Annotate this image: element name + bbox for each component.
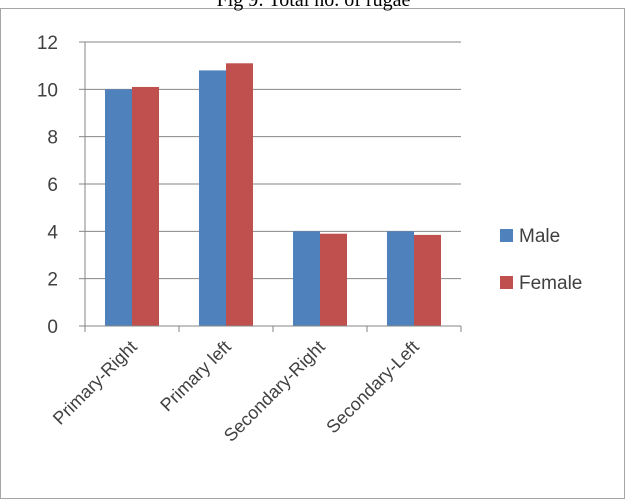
chart-title: Fig 9: Total no. of rugae: [216, 0, 411, 11]
y-tick-label: 0: [47, 317, 58, 338]
bar-male-2: [293, 231, 320, 326]
y-tick-label: 8: [47, 128, 58, 149]
bar-female-1: [226, 63, 253, 327]
legend-label-female: Female: [519, 273, 582, 294]
y-tick-label: 6: [47, 175, 58, 196]
bar-male-0: [105, 89, 132, 326]
y-tick-label: 12: [37, 33, 58, 54]
y-tick-label: 10: [37, 80, 58, 101]
x-tick-label: Secondary-Right: [220, 337, 329, 446]
bars: [105, 63, 441, 327]
bar-female-3: [414, 234, 441, 326]
y-tick-label: 2: [47, 270, 58, 291]
axes: [79, 41, 462, 332]
bar-male-1: [199, 70, 226, 327]
legend: Male Female: [500, 226, 582, 294]
bar-female-2: [320, 233, 347, 326]
x-tick-label: Secondary-Left: [322, 337, 422, 437]
x-tick-labels: Primary-Right Primary leftSecondary-Right…: [49, 337, 423, 446]
legend-label-male: Male: [519, 226, 560, 247]
legend-swatch-male: [500, 229, 513, 242]
x-tick-label: Primary left: [156, 337, 234, 415]
bar-female-0: [132, 86, 159, 326]
y-tick-label: 4: [47, 222, 58, 243]
chart-frame: [0, 8, 625, 499]
bar-male-3: [387, 231, 414, 326]
x-tick-label: Primary-Right: [49, 337, 141, 429]
legend-swatch-female: [500, 276, 513, 289]
y-tick-labels: 0 2 4 6 8 10 12: [37, 33, 59, 338]
